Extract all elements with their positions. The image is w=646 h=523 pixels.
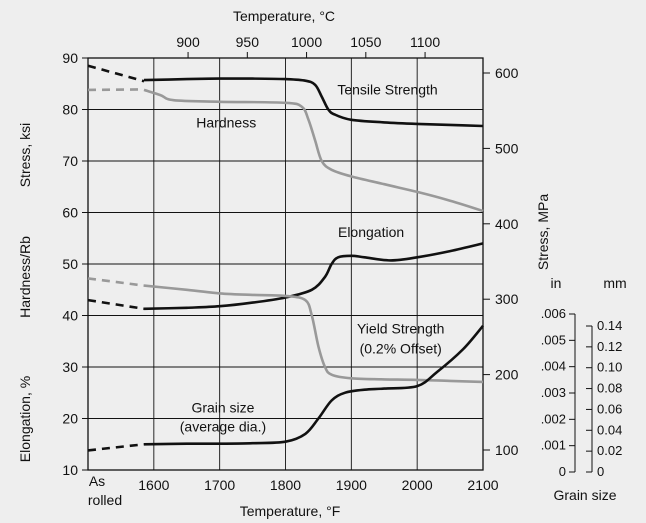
y-left-axis-label: Stress, ksi — [17, 123, 33, 188]
chart-annotation: Grain size — [191, 399, 254, 415]
grid — [88, 58, 483, 470]
chart-annotation: Elongation — [338, 224, 404, 240]
series-dashed-segment — [87, 277, 145, 287]
y-right-tick-label: 200 — [495, 367, 519, 383]
grain-mm-tick-label: 0.02 — [597, 443, 622, 458]
series-dashed-segment — [87, 298, 145, 311]
grain-in-tick-label: .002 — [541, 411, 566, 426]
grain-in-tick-label: .006 — [541, 306, 566, 321]
y-left-tick-label: 70 — [62, 153, 78, 169]
y-left-tick-label: 80 — [62, 102, 78, 118]
y-left-tick-label: 60 — [62, 205, 78, 221]
y-left-tick-label: 10 — [62, 462, 78, 478]
x-bottom-tick-label: 1700 — [204, 477, 235, 493]
grain-in-tick-label: .001 — [541, 438, 566, 453]
series-group — [87, 242, 484, 311]
series-group — [87, 88, 484, 213]
as-rolled-label-line2: rolled — [88, 492, 122, 508]
y-left-tick-label: 20 — [62, 411, 78, 427]
x-bottom-tick-label: 1600 — [138, 477, 169, 493]
y-right-tick-label: 500 — [495, 140, 519, 156]
grain-mm-tick-label: 0 — [597, 464, 604, 479]
x-bottom-axis-label: Temperature, °F — [240, 503, 341, 519]
x-top-tick-label: 1100 — [410, 34, 440, 50]
series-line — [143, 284, 484, 384]
x-top-tick-label: 1000 — [291, 34, 322, 50]
x-top-axis-label: Temperature, °C — [233, 8, 335, 24]
series-group — [87, 64, 484, 128]
y-left-axis-label: Hardness/Rb — [17, 236, 33, 318]
y-right-tick-label: 400 — [495, 216, 519, 232]
grain-in-tick-label: 0 — [559, 464, 566, 479]
chart-annotation: (average dia.) — [180, 418, 266, 434]
series-group — [87, 277, 484, 384]
chart-annotation: Hardness — [196, 115, 256, 131]
grain-size-scale: in mm 0 .001 .002 .003 .004 .005 .006 0 0.02 0.04 0.… — [541, 275, 627, 503]
x-top-tick-label: 900 — [176, 34, 200, 50]
series-group — [87, 324, 484, 452]
chart-annotation: Yield Strength — [357, 321, 444, 337]
grain-mm-label: mm — [603, 275, 626, 291]
series-dashed-segment — [87, 64, 145, 83]
y-left-tick-label: 40 — [62, 308, 78, 324]
x-bottom-tick-label: 1900 — [336, 477, 367, 493]
series-line — [143, 88, 484, 213]
y-right-tick-label: 600 — [495, 65, 519, 81]
x-top-tick-label: 950 — [236, 34, 260, 50]
y-left-axis-label: Elongation, % — [17, 376, 33, 462]
grain-in-tick-label: .004 — [541, 359, 566, 374]
y-right-tick-label: 300 — [495, 291, 519, 307]
grain-mm-tick-label: 0.10 — [597, 360, 622, 375]
axes: 10 20 30 40 50 60 70 80 90 Stress, ksi Hardness/Rb… — [17, 8, 551, 519]
as-rolled-label-line1: As — [89, 473, 105, 489]
grain-size-label: Grain size — [553, 487, 616, 503]
series-line — [143, 324, 484, 446]
grain-in-label: in — [551, 275, 562, 291]
y-left-tick-label: 30 — [62, 359, 78, 375]
y-right-tick-label: 100 — [495, 442, 519, 458]
x-bottom-tick-label: 2000 — [402, 477, 433, 493]
series-dashed-segment — [87, 88, 145, 92]
series-line — [143, 77, 484, 128]
y-left-tick-label: 50 — [62, 256, 78, 272]
x-top-tick-label: 1050 — [350, 34, 381, 50]
y-left-tick-label: 90 — [62, 50, 78, 66]
grain-mm-tick-label: 0.08 — [597, 381, 622, 396]
grain-mm-tick-label: 0.06 — [597, 401, 622, 416]
grain-mm-tick-label: 0.14 — [597, 318, 622, 333]
x-bottom-tick-label: 2100 — [467, 477, 498, 493]
chart-annotation: Tensile Strength — [337, 82, 437, 98]
series-lines — [87, 64, 484, 452]
grain-mm-tick-label: 0.04 — [597, 422, 622, 437]
grain-mm-tick-label: 0.12 — [597, 339, 622, 354]
y-right-axis-label: Stress, MPa — [535, 194, 551, 270]
chart-annotation: (0.2% Offset) — [360, 341, 442, 357]
grain-in-tick-label: .003 — [541, 385, 566, 400]
grain-in-tick-label: .005 — [541, 332, 566, 347]
x-bottom-tick-label: 1800 — [270, 477, 301, 493]
annotations: Tensile Strength Hardness Elongation Yield … — [180, 82, 445, 435]
series-line — [143, 242, 484, 311]
series-dashed-segment — [87, 443, 145, 452]
